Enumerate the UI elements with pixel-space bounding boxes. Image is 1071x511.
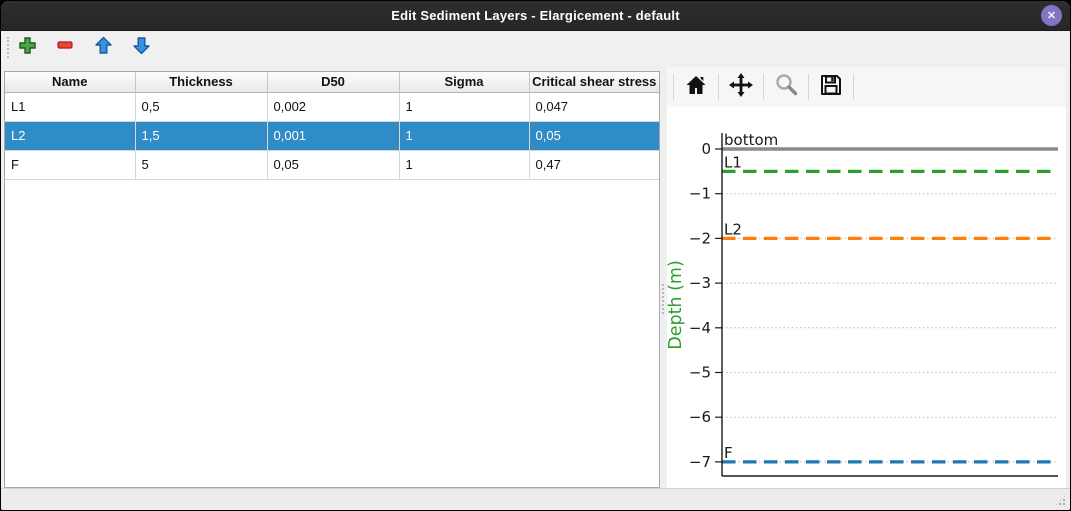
plot-panel: bottom L1 L2 F 0 −1 −2 −3 −4 −5 −6 −7 Depth (m) (666, 67, 1066, 488)
plot-save-button[interactable] (815, 71, 847, 103)
layer-line-label-L1: L1 (724, 153, 742, 171)
table-cell[interactable]: L2 (5, 121, 136, 151)
table-cell[interactable]: 0,47 (529, 150, 659, 180)
column-header-d50[interactable]: D50 (267, 72, 400, 93)
y-tick-label: −4 (689, 319, 711, 337)
table-row-L2[interactable]: L2 1,5 0,001 1 0,05 (5, 121, 659, 151)
table-cell[interactable]: 0,05 (267, 150, 400, 180)
table-cell[interactable]: 1,5 (135, 121, 268, 151)
arrow-up-icon (94, 36, 113, 60)
layers-toolbar (1, 31, 1070, 64)
column-header-sigma[interactable]: Sigma (399, 72, 530, 93)
move-layer-up-button[interactable] (91, 36, 115, 60)
table-cell[interactable]: 5 (135, 150, 268, 180)
table-cell[interactable]: 0,5 (135, 92, 268, 122)
y-tick-label: −6 (689, 408, 711, 426)
layer-line-label-L2: L2 (724, 220, 742, 238)
close-icon: ✕ (1046, 10, 1057, 22)
column-header-name[interactable]: Name (5, 72, 136, 93)
plus-icon (18, 36, 37, 60)
table-cell[interactable]: 0,05 (529, 121, 659, 151)
remove-layer-button[interactable] (53, 36, 77, 60)
column-header-thickness[interactable]: Thickness (135, 72, 268, 93)
table-cell[interactable]: 1 (399, 121, 530, 151)
add-layer-button[interactable] (15, 36, 39, 60)
save-icon (819, 73, 843, 102)
table-cell[interactable]: 0,002 (267, 92, 400, 122)
layer-line-label-F: F (724, 444, 733, 462)
depth-chart: bottom L1 L2 F 0 −1 −2 −3 −4 −5 −6 −7 Depth (m) (666, 131, 1058, 477)
table-cell[interactable]: L1 (5, 92, 136, 122)
move-layer-down-button[interactable] (129, 36, 153, 60)
minus-icon (56, 36, 74, 59)
pan-icon (728, 72, 754, 103)
y-tick-label: −2 (689, 229, 711, 247)
table-cell[interactable]: 0,001 (267, 121, 400, 151)
toolbar-separator (673, 74, 674, 100)
plot-toolbar (667, 67, 1066, 107)
window-title: Edit Sediment Layers - Elargicement - de… (391, 8, 680, 23)
status-bar (1, 488, 1070, 510)
magnifier-icon (774, 72, 799, 102)
plot-home-button[interactable] (680, 71, 712, 103)
layer-line-label-bottom: bottom (724, 131, 778, 149)
plot-pan-button[interactable] (725, 71, 757, 103)
y-axis-label: Depth (m) (667, 260, 686, 350)
splitter-handle[interactable] (662, 284, 664, 314)
y-tick-label: −7 (689, 453, 711, 471)
toolbar-drag-handle[interactable] (7, 37, 9, 58)
y-tick-label: −5 (689, 364, 711, 382)
y-tick-label: −1 (689, 185, 711, 203)
layers-table: Name Thickness D50 Sigma Critical shear stre… (5, 72, 659, 180)
arrow-down-icon (132, 36, 151, 60)
titlebar[interactable]: Edit Sediment Layers - Elargicement - de… (1, 1, 1070, 31)
table-cell[interactable]: 1 (399, 92, 530, 122)
close-button[interactable]: ✕ (1041, 5, 1062, 26)
column-header-critical-shear-stress[interactable]: Critical shear stress (529, 72, 659, 93)
home-icon (684, 73, 708, 102)
table-cell[interactable]: 1 (399, 150, 530, 180)
layers-table-panel: Name Thickness D50 Sigma Critical shear stre… (4, 71, 660, 488)
plot-zoom-button[interactable] (770, 71, 802, 103)
table-cell[interactable]: 0,047 (529, 92, 659, 122)
toolbar-separator (763, 74, 764, 100)
depth-chart-canvas[interactable]: bottom L1 L2 F 0 −1 −2 −3 −4 −5 −6 −7 Depth (m) (666, 107, 1066, 488)
table-row-F[interactable]: F 5 0,05 1 0,47 (5, 150, 659, 180)
table-cell[interactable]: F (5, 150, 136, 180)
toolbar-separator (853, 74, 854, 100)
y-tick-label: 0 (701, 140, 711, 158)
toolbar-separator (718, 74, 719, 100)
toolbar-separator (808, 74, 809, 100)
table-row-L1[interactable]: L1 0,5 0,002 1 0,047 (5, 92, 659, 122)
y-tick-label: −3 (689, 274, 711, 292)
